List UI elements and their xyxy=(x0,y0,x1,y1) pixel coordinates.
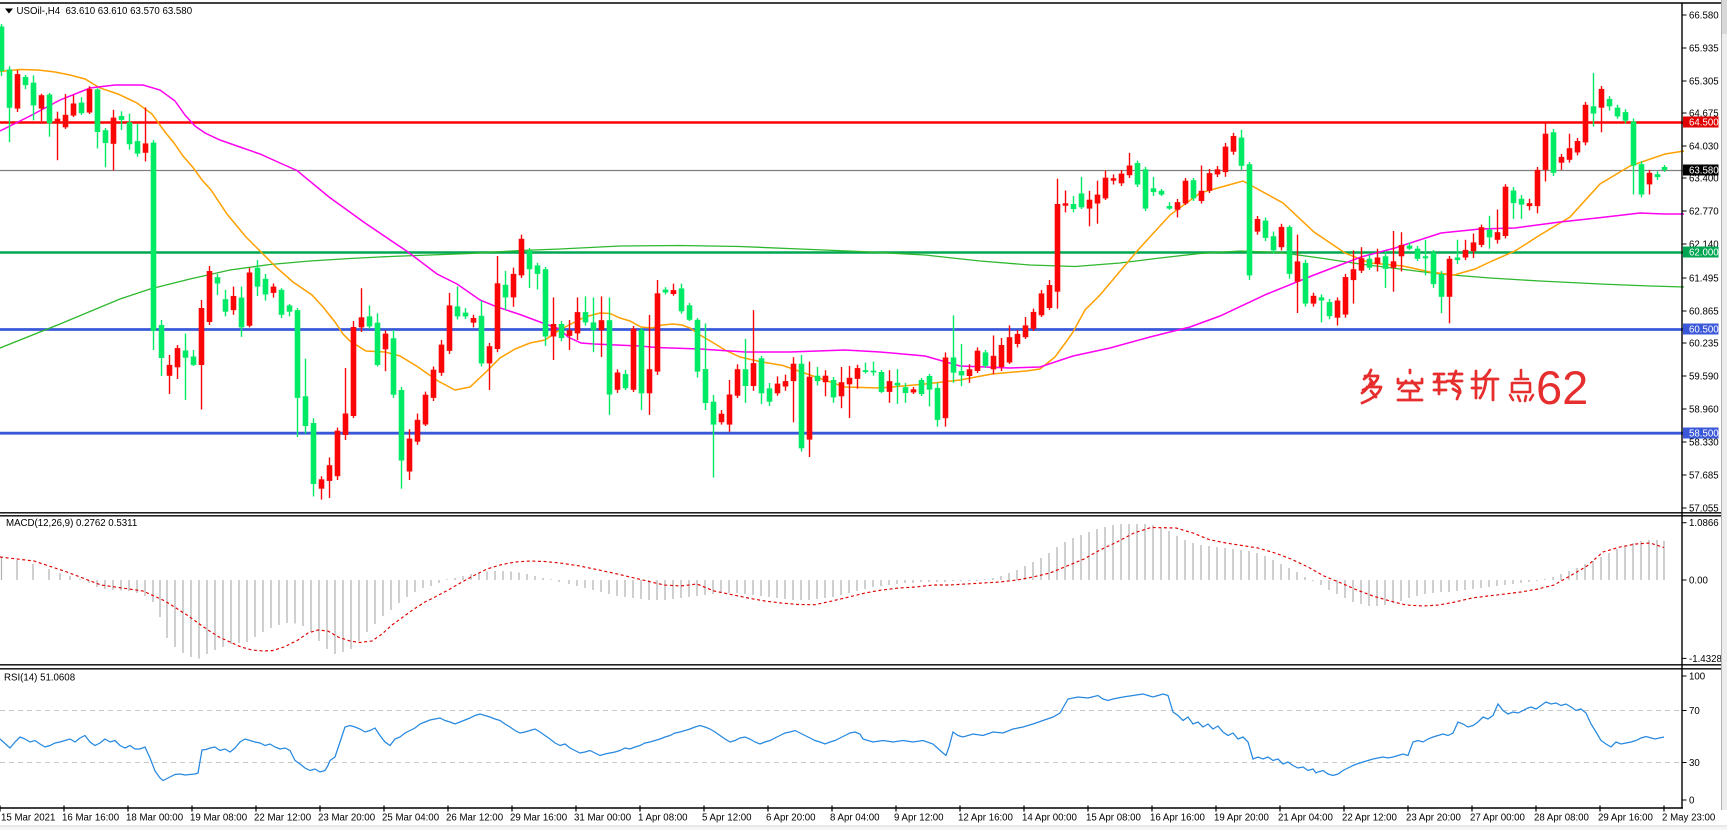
svg-text:62.770: 62.770 xyxy=(1689,206,1719,217)
svg-text:26 Mar 12:00: 26 Mar 12:00 xyxy=(446,813,504,824)
svg-text:15 Apr 08:00: 15 Apr 08:00 xyxy=(1086,813,1142,824)
svg-text:12 Apr 16:00: 12 Apr 16:00 xyxy=(958,813,1014,824)
svg-text:USOil-,H4 63.610 63.610 63.57: USOil-,H4 63.610 63.610 63.570 63.580 xyxy=(17,6,193,17)
svg-text:1 Apr 08:00: 1 Apr 08:00 xyxy=(638,813,688,824)
svg-text:14 Apr 00:00: 14 Apr 00:00 xyxy=(1022,813,1078,824)
svg-text:29 Mar 16:00: 29 Mar 16:00 xyxy=(510,813,568,824)
svg-text:27 Apr 00:00: 27 Apr 00:00 xyxy=(1470,813,1526,824)
svg-text:58.500: 58.500 xyxy=(1689,428,1719,439)
svg-text:16 Mar 16:00: 16 Mar 16:00 xyxy=(62,813,120,824)
svg-text:2 May 23:00: 2 May 23:00 xyxy=(1662,813,1716,824)
svg-text:RSI(14) 51.0608: RSI(14) 51.0608 xyxy=(4,673,75,684)
svg-text:5 Apr 12:00: 5 Apr 12:00 xyxy=(702,813,752,824)
svg-text:64.675: 64.675 xyxy=(1689,108,1719,119)
svg-text:15 Mar 2021: 15 Mar 2021 xyxy=(1,813,55,824)
svg-text:62.140: 62.140 xyxy=(1689,239,1719,250)
svg-text:0.00: 0.00 xyxy=(1689,575,1708,586)
svg-text:30: 30 xyxy=(1689,758,1700,769)
svg-text:19 Apr 20:00: 19 Apr 20:00 xyxy=(1214,813,1270,824)
svg-text:22 Apr 12:00: 22 Apr 12:00 xyxy=(1342,813,1398,824)
svg-text:63.400: 63.400 xyxy=(1689,173,1719,184)
svg-text:66.580: 66.580 xyxy=(1689,10,1719,21)
svg-text:9 Apr 12:00: 9 Apr 12:00 xyxy=(894,813,944,824)
svg-text:6 Apr 20:00: 6 Apr 20:00 xyxy=(766,813,816,824)
svg-text:65.935: 65.935 xyxy=(1689,43,1719,54)
svg-text:70: 70 xyxy=(1689,706,1700,717)
svg-text:8 Apr 04:00: 8 Apr 04:00 xyxy=(830,813,880,824)
svg-text:61.495: 61.495 xyxy=(1689,273,1719,284)
svg-text:100: 100 xyxy=(1689,671,1706,682)
svg-text:64.030: 64.030 xyxy=(1689,141,1719,152)
svg-text:57.055: 57.055 xyxy=(1689,503,1719,514)
svg-text:23 Mar 20:00: 23 Mar 20:00 xyxy=(318,813,376,824)
svg-text:18 Mar 00:00: 18 Mar 00:00 xyxy=(126,813,184,824)
svg-text:22 Mar 12:00: 22 Mar 12:00 xyxy=(254,813,312,824)
svg-text:31 Mar 00:00: 31 Mar 00:00 xyxy=(574,813,632,824)
svg-text:-1.4328: -1.4328 xyxy=(1689,654,1722,665)
svg-text:63.580: 63.580 xyxy=(1689,165,1719,176)
svg-text:1.0866: 1.0866 xyxy=(1689,518,1719,529)
svg-text:19 Mar 08:00: 19 Mar 08:00 xyxy=(190,813,248,824)
svg-text:60.235: 60.235 xyxy=(1689,338,1719,349)
svg-text:62: 62 xyxy=(1536,361,1588,414)
svg-text:28 Apr 08:00: 28 Apr 08:00 xyxy=(1534,813,1590,824)
svg-text:MACD(12,26,9) 0.2762 0.5311: MACD(12,26,9) 0.2762 0.5311 xyxy=(6,518,137,529)
svg-text:65.305: 65.305 xyxy=(1689,76,1719,87)
svg-text:0: 0 xyxy=(1689,795,1695,806)
svg-text:25 Mar 04:00: 25 Mar 04:00 xyxy=(382,813,440,824)
svg-text:64.500: 64.500 xyxy=(1689,117,1719,128)
svg-text:58.960: 58.960 xyxy=(1689,404,1719,415)
svg-text:57.685: 57.685 xyxy=(1689,470,1719,481)
svg-text:60.500: 60.500 xyxy=(1689,324,1719,335)
svg-text:21 Apr 04:00: 21 Apr 04:00 xyxy=(1278,813,1334,824)
svg-text:59.590: 59.590 xyxy=(1689,371,1719,382)
svg-text:58.330: 58.330 xyxy=(1689,437,1719,448)
svg-text:29 Apr 16:00: 29 Apr 16:00 xyxy=(1598,813,1654,824)
svg-text:60.865: 60.865 xyxy=(1689,306,1719,317)
svg-text:62.000: 62.000 xyxy=(1689,247,1719,258)
svg-text:16 Apr 16:00: 16 Apr 16:00 xyxy=(1150,813,1206,824)
svg-text:23 Apr 20:00: 23 Apr 20:00 xyxy=(1406,813,1462,824)
